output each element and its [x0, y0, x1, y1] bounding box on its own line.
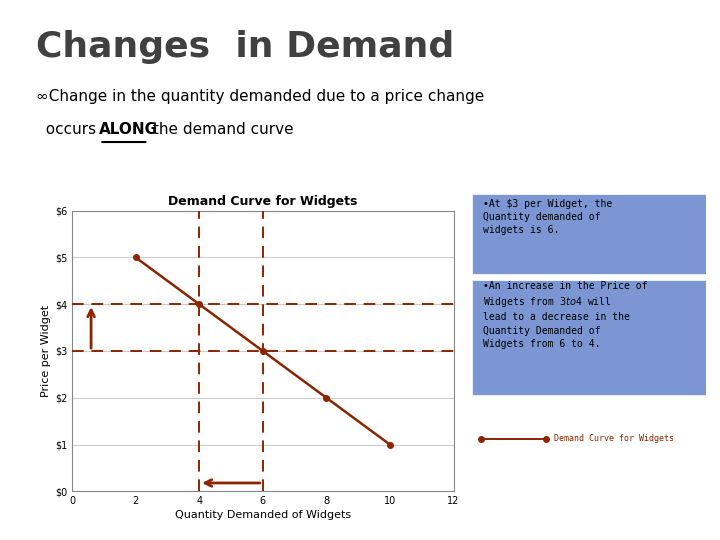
Demand Curve for Widgets: [258, 348, 267, 354]
Text: •An increase in the Price of
Widgets from $3 to $4 will
lead to a decrease in th: •An increase in the Price of Widgets fro…: [483, 281, 648, 349]
Text: the demand curve: the demand curve: [148, 122, 294, 137]
Text: occurs: occurs: [36, 122, 101, 137]
Demand Curve for Widgets: [386, 441, 395, 448]
Y-axis label: Price per Widget: Price per Widget: [40, 305, 50, 397]
Demand Curve for Widgets: [131, 254, 140, 261]
Text: ALONG: ALONG: [99, 122, 158, 137]
Text: Changes  in Demand: Changes in Demand: [36, 30, 454, 64]
Text: ∞Change in the quantity demanded due to a price change: ∞Change in the quantity demanded due to …: [36, 89, 485, 104]
FancyBboxPatch shape: [472, 194, 706, 274]
Demand Curve for Widgets: [195, 301, 204, 307]
Text: •At $3 per Widget, the
Quantity demanded of
widgets is 6.: •At $3 per Widget, the Quantity demanded…: [483, 199, 613, 235]
X-axis label: Quantity Demanded of Widgets: Quantity Demanded of Widgets: [175, 510, 351, 521]
Line: Demand Curve for Widgets: Demand Curve for Widgets: [132, 255, 393, 447]
Demand Curve for Widgets: [322, 395, 330, 401]
FancyBboxPatch shape: [472, 280, 706, 395]
Text: Demand Curve for Widgets: Demand Curve for Widgets: [554, 434, 673, 443]
Title: Demand Curve for Widgets: Demand Curve for Widgets: [168, 195, 358, 208]
